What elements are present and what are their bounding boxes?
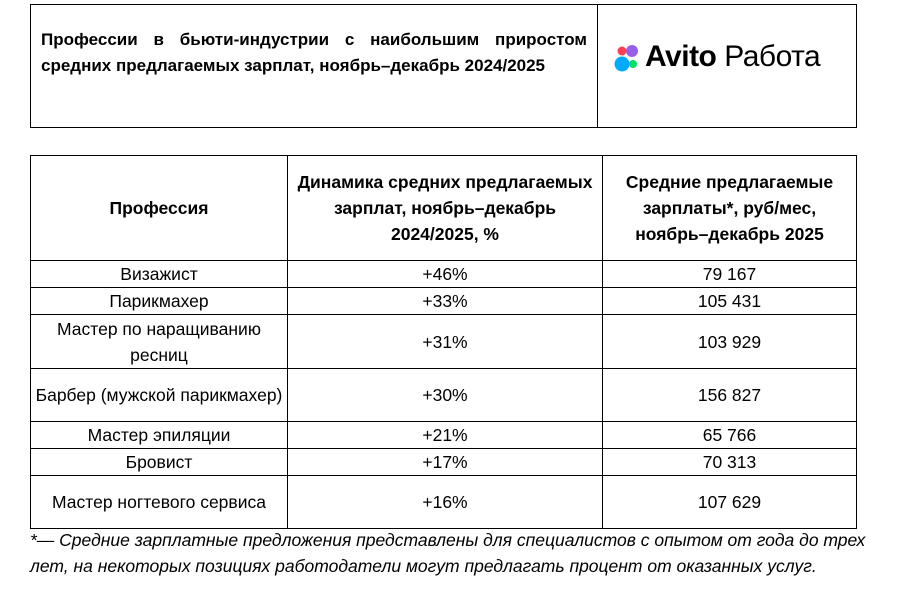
table-cell: +31% bbox=[287, 314, 603, 369]
table-cell: 79 167 bbox=[602, 260, 857, 288]
table-cell: Бровист bbox=[30, 448, 288, 476]
table-row: Мастер по наращиванию ресниц +31% 103 929 bbox=[30, 314, 857, 369]
table-row: Мастер эпиляции +21% 65 766 bbox=[30, 421, 857, 449]
table-cell: Парикмахер bbox=[30, 287, 288, 315]
logo-text: Avito Работа bbox=[645, 37, 821, 77]
header-box: Профессии в бьюти-индустрии с наибольшим… bbox=[30, 4, 857, 128]
header-title: Профессии в бьюти-индустрии с наибольшим… bbox=[41, 30, 587, 75]
salary-table: Профессия Динамика средних предлагаемых з… bbox=[30, 155, 857, 529]
table-body: Визажист +46% 79 167 Парикмахер +33% 105 431 М… bbox=[30, 260, 857, 529]
header-row: Профессия Динамика средних предлагаемых з… bbox=[30, 155, 857, 261]
table-row: Парикмахер +33% 105 431 bbox=[30, 287, 857, 315]
column-header: Средние предлагаемые зарплаты*, руб/мес,… bbox=[602, 155, 857, 261]
table-cell: 156 827 bbox=[602, 368, 857, 422]
logo-brand: Avito bbox=[645, 40, 717, 73]
table-cell: +46% bbox=[287, 260, 603, 288]
table-cell: +33% bbox=[287, 287, 603, 315]
table-row: Мастер ногтевого сервиса +16% 107 629 bbox=[30, 475, 857, 529]
column-header: Профессия bbox=[30, 155, 288, 261]
table-row: Визажист +46% 79 167 bbox=[30, 260, 857, 288]
table-cell: Мастер эпиляции bbox=[30, 421, 288, 449]
divider bbox=[597, 5, 598, 127]
table-cell: +21% bbox=[287, 421, 603, 449]
logo-dots bbox=[614, 45, 638, 72]
table-cell: 65 766 bbox=[602, 421, 857, 449]
table-cell: 105 431 bbox=[602, 287, 857, 315]
logo-product: Работа bbox=[724, 40, 821, 73]
footnote: *— Средние зарплатные предложения предст… bbox=[30, 530, 866, 576]
table-cell: Визажист bbox=[30, 260, 288, 288]
logo: Avito Работа bbox=[611, 37, 851, 77]
table-cell: Мастер по наращиванию ресниц bbox=[30, 314, 288, 369]
table-cell: Барбер (мужской парикмахер) bbox=[30, 368, 288, 422]
column-header: Динамика средних предлагаемых зарплат, н… bbox=[287, 155, 603, 261]
table-cell: Мастер ногтевого сервиса bbox=[30, 475, 288, 529]
table-cell: +17% bbox=[287, 448, 603, 476]
table-row: Бровист +17% 70 313 bbox=[30, 448, 857, 476]
table-cell: +30% bbox=[287, 368, 603, 422]
table-cell: 103 929 bbox=[602, 314, 857, 369]
table-cell: 70 313 bbox=[602, 448, 857, 476]
table-cell: 107 629 bbox=[602, 475, 857, 529]
table-cell: +16% bbox=[287, 475, 603, 529]
table-row: Барбер (мужской парикмахер) +30% 156 827 bbox=[30, 368, 857, 422]
